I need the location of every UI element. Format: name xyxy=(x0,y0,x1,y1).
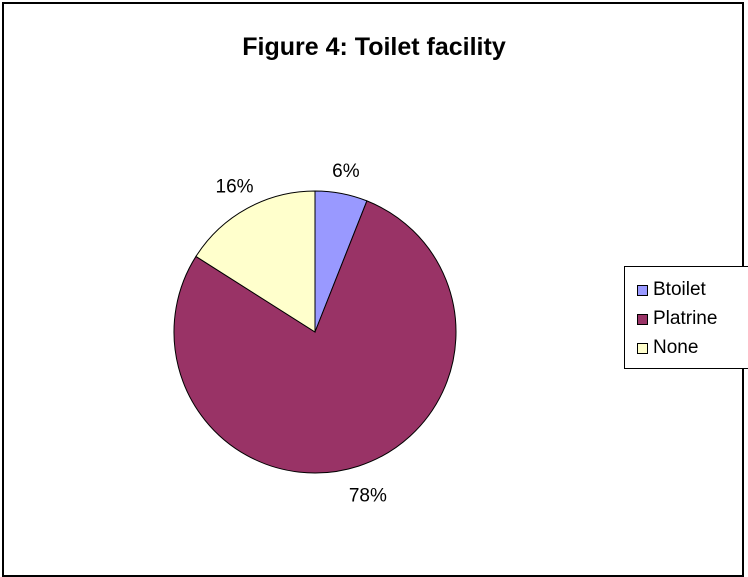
legend-swatch-none xyxy=(637,342,648,354)
data-label-none: 16% xyxy=(216,177,254,198)
legend-swatch-platrine xyxy=(637,313,648,325)
legend-label-platrine: Platrine xyxy=(653,308,718,329)
legend-label-btoilet: Btoilet xyxy=(653,279,706,300)
chart-title: Figure 4: Toilet facility xyxy=(242,33,506,61)
data-label-platrine: 78% xyxy=(349,486,387,507)
pie-slice-none xyxy=(195,190,316,333)
data-label-btoilet: 6% xyxy=(332,161,360,182)
legend-swatch-btoilet xyxy=(637,284,648,296)
legend-item-btoilet: Btoilet xyxy=(637,279,706,301)
legend-label-none: None xyxy=(653,337,699,358)
legend: Btoilet Platrine None xyxy=(624,266,748,369)
legend-item-platrine: Platrine xyxy=(637,308,717,330)
pie-slice-platrine xyxy=(173,200,457,474)
legend-item-none: None xyxy=(637,337,698,359)
